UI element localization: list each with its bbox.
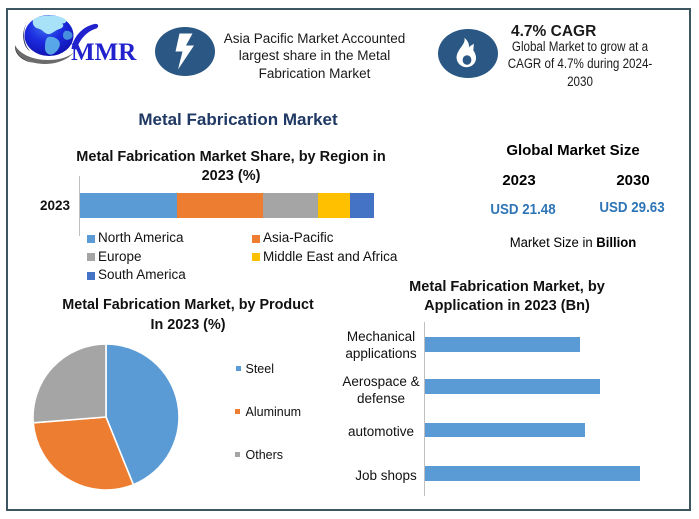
svg-text:MMR: MMR (71, 39, 137, 66)
